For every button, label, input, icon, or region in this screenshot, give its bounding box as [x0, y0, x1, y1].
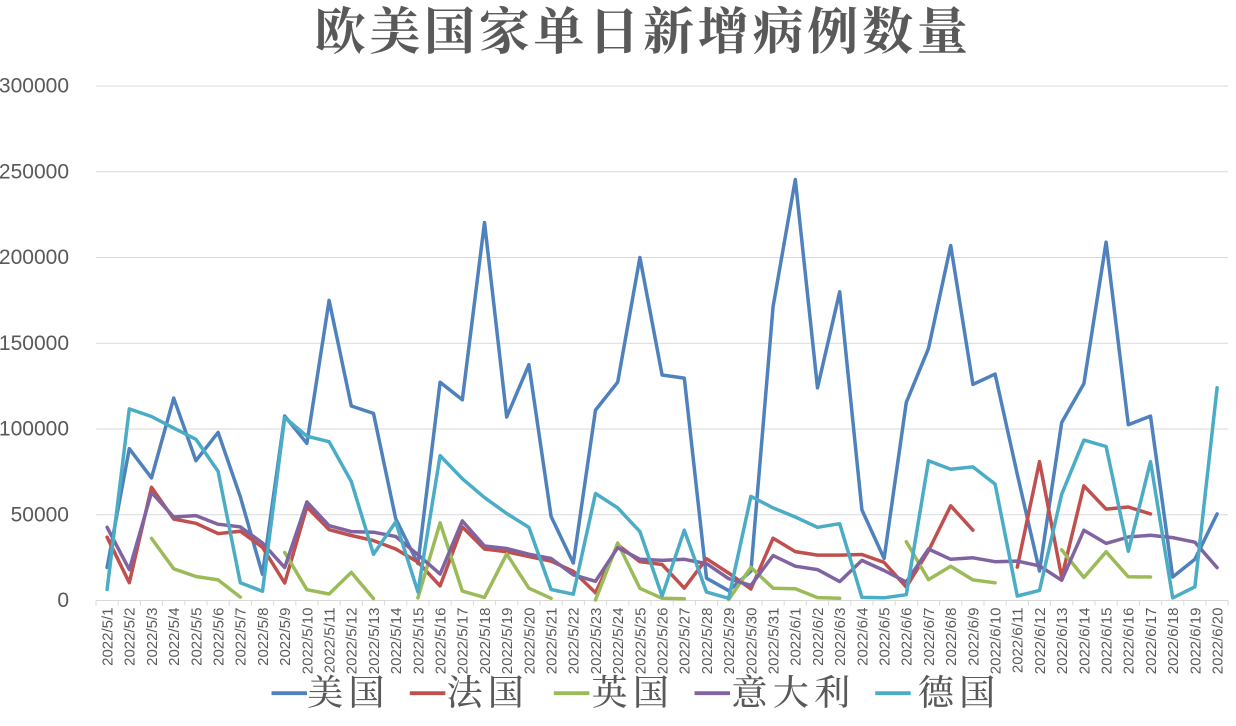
svg-text:2022/6/4: 2022/6/4 [854, 608, 871, 666]
svg-text:2022/6/6: 2022/6/6 [899, 608, 916, 666]
svg-text:2022/5/16: 2022/5/16 [433, 608, 450, 675]
svg-text:2022/6/2: 2022/6/2 [810, 608, 827, 666]
svg-text:2022/5/11: 2022/5/11 [322, 608, 339, 674]
svg-text:2022/6/9: 2022/6/9 [965, 608, 982, 666]
svg-text:2022/5/17: 2022/5/17 [455, 608, 472, 675]
svg-text:2022/6/18: 2022/6/18 [1165, 608, 1182, 675]
svg-text:2022/6/7: 2022/6/7 [921, 608, 938, 666]
svg-text:2022/6/5: 2022/6/5 [877, 608, 894, 666]
svg-text:2022/6/15: 2022/6/15 [1099, 608, 1116, 675]
svg-text:2022/5/28: 2022/5/28 [699, 608, 716, 675]
svg-text:2022/5/12: 2022/5/12 [344, 608, 361, 675]
svg-text:2022/6/16: 2022/6/16 [1121, 608, 1138, 675]
svg-text:2022/5/3: 2022/5/3 [144, 608, 161, 666]
svg-text:2022/5/29: 2022/5/29 [721, 608, 738, 675]
svg-text:2022/5/13: 2022/5/13 [366, 608, 383, 675]
svg-text:2022/5/8: 2022/5/8 [255, 608, 272, 666]
svg-text:250000: 250000 [0, 160, 69, 183]
svg-text:2022/5/1: 2022/5/1 [100, 608, 117, 666]
svg-text:2022/6/1: 2022/6/1 [788, 608, 805, 666]
svg-text:2022/5/5: 2022/5/5 [188, 608, 205, 666]
svg-text:2022/6/14: 2022/6/14 [1076, 608, 1093, 675]
svg-text:150000: 150000 [0, 332, 69, 355]
svg-text:2022/5/31: 2022/5/31 [766, 608, 783, 675]
svg-text:2022/5/25: 2022/5/25 [632, 608, 649, 675]
svg-text:300000: 300000 [0, 75, 69, 98]
svg-text:2022/5/21: 2022/5/21 [544, 608, 561, 675]
svg-text:2022/5/20: 2022/5/20 [521, 608, 538, 675]
svg-text:200000: 200000 [0, 246, 69, 269]
svg-text:2022/6/20: 2022/6/20 [1210, 608, 1227, 675]
svg-text:2022/5/27: 2022/5/27 [677, 608, 694, 675]
svg-text:2022/5/9: 2022/5/9 [277, 608, 294, 666]
svg-text:2022/5/7: 2022/5/7 [233, 608, 250, 666]
svg-text:2022/5/24: 2022/5/24 [610, 608, 627, 675]
svg-text:2022/5/15: 2022/5/15 [410, 608, 427, 675]
svg-text:2022/6/3: 2022/6/3 [832, 608, 849, 666]
svg-text:2022/6/19: 2022/6/19 [1187, 608, 1204, 675]
svg-text:2022/5/19: 2022/5/19 [499, 608, 516, 675]
svg-text:2022/5/26: 2022/5/26 [655, 608, 672, 675]
svg-text:2022/5/14: 2022/5/14 [388, 608, 405, 675]
svg-text:2022/6/11: 2022/6/11 [1010, 608, 1027, 674]
svg-text:2022/5/2: 2022/5/2 [122, 608, 139, 666]
svg-text:2022/5/10: 2022/5/10 [299, 608, 316, 675]
svg-text:2022/6/10: 2022/6/10 [988, 608, 1005, 675]
svg-text:2022/5/23: 2022/5/23 [588, 608, 605, 675]
svg-text:2022/6/8: 2022/6/8 [943, 608, 960, 666]
svg-text:2022/6/12: 2022/6/12 [1032, 608, 1049, 675]
svg-text:0: 0 [57, 589, 69, 612]
svg-text:2022/5/18: 2022/5/18 [477, 608, 494, 675]
svg-text:100000: 100000 [0, 418, 69, 441]
svg-text:2022/5/6: 2022/5/6 [211, 608, 228, 666]
svg-text:2022/6/17: 2022/6/17 [1143, 608, 1160, 675]
svg-text:50000: 50000 [11, 503, 69, 526]
svg-text:2022/5/30: 2022/5/30 [743, 608, 760, 675]
svg-text:2022/5/4: 2022/5/4 [166, 608, 183, 666]
svg-text:2022/5/22: 2022/5/22 [566, 608, 583, 675]
svg-text:2022/6/13: 2022/6/13 [1054, 608, 1071, 675]
